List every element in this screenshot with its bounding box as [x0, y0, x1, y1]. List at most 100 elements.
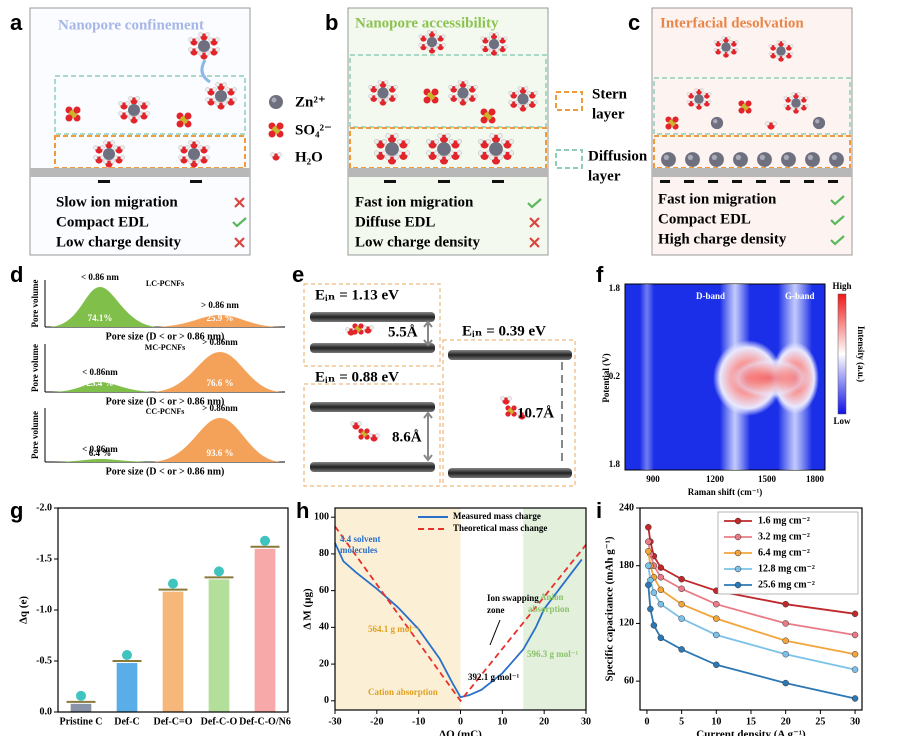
x-tick-label: 1500	[758, 474, 777, 484]
y-tick-label: 120	[619, 618, 634, 629]
panel-title: Interfacial desolvation	[660, 15, 804, 31]
marker	[657, 574, 665, 581]
marker	[678, 646, 685, 653]
x-tick-label: 15	[746, 716, 756, 727]
shape	[234, 237, 245, 248]
y-axis-label: Pore volume	[30, 344, 40, 392]
legend-text: H₂O	[295, 149, 323, 165]
icon	[269, 95, 283, 109]
y-tick-label: 0.0	[40, 706, 53, 717]
small-pore-area	[48, 459, 160, 462]
legend-marker	[734, 533, 742, 541]
legend-text: layer	[592, 106, 625, 122]
item: Diffuse EDL	[355, 214, 435, 230]
shape	[660, 180, 838, 183]
annotation-arrow	[489, 619, 501, 646]
x-tick-label: 0	[644, 716, 649, 727]
x-tick-label: Def-C=O	[153, 716, 192, 727]
legend-label: 1.6 mg cm⁻²	[758, 515, 810, 526]
y-tick-label: 40	[319, 622, 329, 633]
marker	[645, 581, 652, 589]
molecule-ion	[122, 650, 132, 661]
band-label: G-band	[785, 291, 815, 301]
y-axis-label: Specific capacitance (mAh g⁻¹)	[604, 536, 616, 681]
shape	[347, 7, 549, 256]
x-tick-label: 30	[581, 716, 591, 727]
shape	[310, 343, 435, 353]
annotation: 4.4 solvent	[340, 534, 381, 544]
shape	[348, 168, 548, 177]
pore-label: < 0.86nm	[82, 444, 118, 454]
shape	[310, 402, 435, 412]
panel-letter: c	[628, 10, 640, 35]
pore-label: < 0.86 nm	[81, 272, 119, 282]
y-tick-label: 100	[314, 511, 329, 522]
y-tick-label: 20	[319, 658, 329, 669]
pore-pct: 25.9 %	[207, 313, 234, 323]
item: Fast ion migration	[355, 194, 474, 210]
shape	[190, 180, 202, 183]
icon	[685, 152, 700, 167]
y-axis-label: Pore volume	[30, 411, 40, 459]
shape	[527, 198, 542, 209]
shape	[448, 468, 572, 478]
shape	[423, 411, 433, 462]
marker	[657, 634, 665, 642]
annotation: 596.3 g mol⁻¹	[527, 649, 578, 659]
icon	[709, 152, 724, 167]
marker	[645, 523, 652, 531]
panel-letter: f	[596, 262, 604, 287]
x-tick-label: 1800	[806, 474, 825, 484]
annotation: absorption	[528, 604, 570, 614]
large-pore-area	[150, 315, 283, 327]
icon	[829, 152, 844, 167]
marker	[650, 589, 658, 596]
shape	[640, 284, 654, 470]
item: Compact EDL	[56, 214, 149, 230]
y-tick-label: 180	[619, 560, 634, 571]
shape	[732, 180, 742, 183]
marker	[650, 622, 658, 629]
spacing-label: 10.7Å	[517, 405, 554, 421]
x-tick-label: 20	[539, 716, 549, 727]
energy-label: Eᵢₙ = 0.39 eV	[462, 323, 546, 339]
x-tick-label: 0	[458, 716, 463, 727]
shape	[684, 180, 694, 183]
legend-text: Diffusion	[588, 148, 648, 164]
bar	[70, 703, 92, 712]
large-pore-area	[150, 352, 283, 392]
shape	[756, 180, 766, 183]
shape	[804, 180, 814, 183]
molecule-ion	[76, 690, 86, 701]
shape	[555, 149, 583, 169]
shape	[730, 358, 810, 398]
shape: LC-PCNFs < 0.86 nm > 0.86 nm 74.1% 25.9 % Por…	[30, 272, 285, 477]
shape	[349, 54, 547, 128]
shape	[652, 168, 852, 177]
x-axis-label: Pore size (D < or > 0.86 nm)	[106, 396, 225, 407]
shape	[30, 168, 250, 177]
annotation: Anion	[540, 592, 564, 602]
pore-pct: 76.6 %	[207, 378, 234, 388]
marker	[851, 666, 859, 673]
annotation: Ion swapping	[487, 593, 539, 603]
x-axis-label: ΔQ (mC)	[439, 729, 482, 736]
band-label: D-band	[696, 291, 725, 301]
shape	[828, 180, 838, 183]
energy-label: Eᵢₙ = 1.13 eV	[315, 287, 399, 303]
icon	[505, 405, 517, 417]
spacing-label: 8.6Å	[392, 429, 422, 445]
item: Slow ion migration	[56, 194, 178, 210]
annotation: zone	[487, 605, 505, 615]
y-tick-label: -1.5	[36, 553, 52, 564]
legend-label: 3.2 mg cm⁻²	[758, 531, 810, 542]
y-axis-label: Δq (e)	[18, 596, 30, 624]
icon	[805, 152, 820, 167]
legend-label: 6.4 mg cm⁻²	[758, 547, 810, 558]
shape	[438, 180, 450, 183]
marker	[851, 650, 859, 658]
shape	[423, 320, 433, 347]
plot-name: MC-PCNFs	[145, 343, 185, 352]
icon	[812, 116, 826, 130]
